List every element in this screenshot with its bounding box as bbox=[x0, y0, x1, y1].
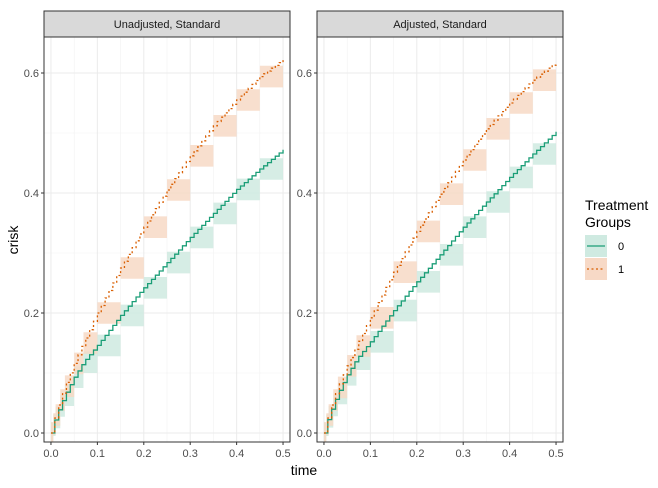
x-tick-label: 0.4 bbox=[502, 448, 517, 460]
step-line-group-1 bbox=[323, 62, 557, 434]
x-tick-label: 0.4 bbox=[229, 448, 244, 460]
x-tick-label: 0.3 bbox=[183, 448, 198, 460]
x-tick-label: 0.2 bbox=[409, 448, 424, 460]
panel-1: Unadjusted, Standard 0.0 0.1 0.2 0.3 0.4 0.5 0.… bbox=[24, 10, 291, 460]
y-tick-label: 0.0 bbox=[297, 428, 312, 440]
y-tick-label: 0.6 bbox=[297, 68, 312, 80]
y-tick-label: 0.6 bbox=[24, 68, 39, 80]
step-line-group-0 bbox=[50, 149, 284, 434]
x-tick-label: 0.2 bbox=[136, 448, 151, 460]
strip-label: Adjusted, Standard bbox=[393, 19, 487, 31]
x-tick-label: 0.0 bbox=[43, 448, 58, 460]
ci-band-group-1 bbox=[323, 51, 557, 443]
x-tick-label: 0.1 bbox=[90, 448, 105, 460]
y-axis-title: crisk bbox=[5, 225, 21, 255]
strip-background bbox=[316, 10, 564, 38]
ci-band-group-0 bbox=[50, 139, 284, 442]
legend-label: 1 bbox=[618, 264, 624, 276]
x-tick-label: 0.0 bbox=[316, 448, 331, 460]
strip-background bbox=[43, 10, 291, 38]
x-tick-label: 0.1 bbox=[363, 448, 378, 460]
x-axis-title: time bbox=[291, 462, 318, 478]
y-tick-label: 0.2 bbox=[297, 308, 312, 320]
x-tick-label: 0.5 bbox=[275, 448, 290, 460]
x-tick-label: 0.3 bbox=[456, 448, 471, 460]
y-tick-label: 0.4 bbox=[297, 188, 312, 200]
legend-label: 0 bbox=[618, 241, 624, 253]
legend-title-line: Treatment bbox=[585, 197, 648, 213]
panel-2: Adjusted, Standard 0.0 0.1 0.2 0.3 0.4 0.5 0.0 0… bbox=[297, 10, 564, 460]
y-tick-label: 0.0 bbox=[24, 428, 39, 440]
y-tick-label: 0.2 bbox=[24, 308, 39, 320]
ci-band-group-0 bbox=[323, 121, 557, 442]
y-tick-label: 0.4 bbox=[24, 188, 39, 200]
step-line-group-0 bbox=[323, 131, 557, 434]
legend-title-line: Groups bbox=[585, 214, 631, 230]
x-tick-label: 0.5 bbox=[548, 448, 563, 460]
strip-label: Unadjusted, Standard bbox=[114, 19, 220, 31]
